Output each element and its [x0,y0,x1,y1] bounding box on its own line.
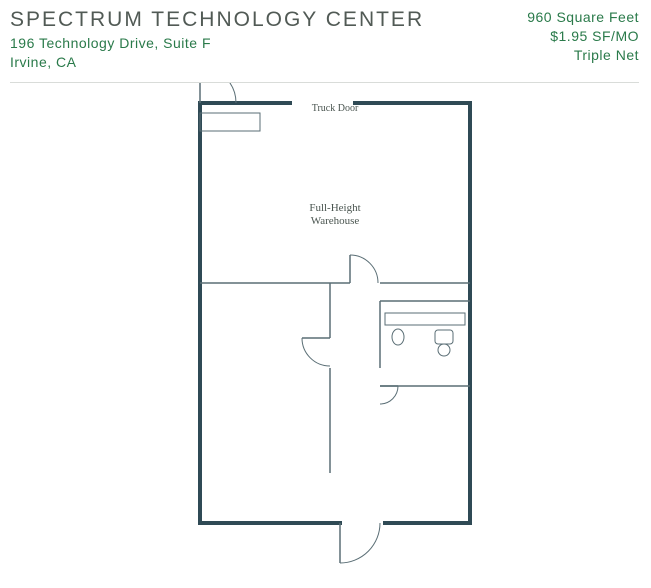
address-line-2: Irvine, CA [10,53,424,72]
square-feet: 960 Square Feet [527,8,639,27]
header-right: 960 Square Feet $1.95 SF/MO Triple Net [527,8,639,65]
listing-header: SPECTRUM TECHNOLOGY CENTER 196 Technolog… [10,8,639,72]
svg-text:Truck Door: Truck Door [312,103,359,114]
address-line-1: 196 Technology Drive, Suite F [10,34,424,53]
property-title: SPECTRUM TECHNOLOGY CENTER [10,8,424,32]
header-left: SPECTRUM TECHNOLOGY CENTER 196 Technolog… [10,8,424,72]
floor-plan-svg: Truck Door Full-HeightWarehouse [10,83,651,573]
svg-text:Full-Height: Full-Height [309,202,360,214]
floor-plan: Truck Door Full-HeightWarehouse [10,83,639,573]
svg-text:Warehouse: Warehouse [311,215,360,227]
lease-type: Triple Net [527,46,639,65]
lease-rate: $1.95 SF/MO [527,27,639,46]
